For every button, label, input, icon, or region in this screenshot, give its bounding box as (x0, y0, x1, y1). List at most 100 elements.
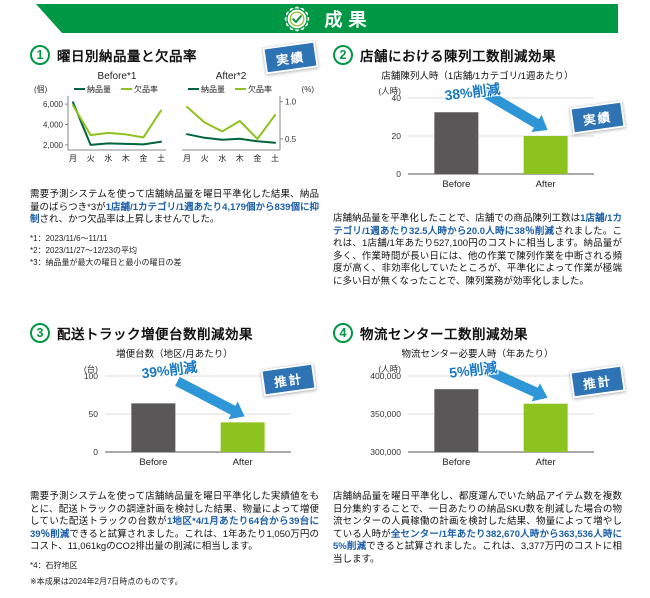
plain-text: できると試算されました。これは、1年あたり1,050万円のコスト、11,061k… (30, 528, 319, 553)
series-line-欠品率 (186, 105, 276, 140)
x-tick-label: 火 (201, 154, 209, 163)
logistics-hours-chart: 物流センター必要人時（年あたり） (人時) 300,000 350,000 400,00… (333, 346, 622, 483)
section-title: 物流センター工数削減効果 (360, 327, 528, 342)
x-tick-label: 木 (122, 153, 130, 163)
reduction-arrow (174, 376, 245, 420)
y-tick-label: 40 (391, 93, 401, 103)
bar-after (220, 422, 265, 452)
series-line-納品量 (186, 133, 276, 144)
section-title: 曜日別納品量と欠品率 (57, 49, 197, 64)
chart-after_line: After*2 (%) 納品量 欠品率 0.5 1.0 月 火水木金土 (182, 71, 315, 163)
legend-label: 納品量 (87, 84, 111, 94)
section-title: 配送トラック増便台数削減効果 (57, 327, 253, 342)
category-label: After (535, 179, 555, 190)
plain-text: 店舗納品量を平準化したことで、店舗での商品陳列工数は (333, 213, 581, 224)
x-tick-label: 月 (183, 154, 191, 163)
section-body: 店舗納品量を曜日平準化し、都度運んでいた納品アイテム数を複数日分集約することで、… (333, 491, 622, 566)
footnote: *3：納品量が最大の曜日と最小の曜日の差 (30, 257, 182, 267)
y-tick-label: 2,000 (43, 141, 64, 150)
x-tick-label: 月 (69, 154, 77, 163)
y-tick-label: 400,000 (370, 371, 401, 381)
y-tick-label: 300,000 (370, 447, 401, 457)
page-footnote: ※本成果は2024年2月7日時点のものです。 (30, 577, 183, 586)
x-tick-label: 土 (271, 153, 279, 163)
bar-after (523, 136, 568, 174)
section-body: 需要予測システムを使って店舗納品量を曜日平準化した結果、納品量のばらつき*3が1… (30, 189, 319, 227)
section-header: 2 店舗における陳列工数削減効果 (333, 44, 622, 66)
reduction-arrow (477, 362, 548, 402)
truck-count-chart: 増便台数（地区/月あたり） (台) 0 50 100 Before After 39%削減 (30, 346, 319, 483)
series-line-欠品率 (72, 104, 162, 139)
chart-text: (個) (34, 84, 48, 94)
category-label: After (535, 457, 555, 468)
section-number-badge: 4 (333, 323, 353, 343)
axis-unit-label: (人時) (378, 364, 401, 374)
highlighted-text: 1店舗/1カテゴリ/1週あたり32.5人時から20.0人時に38％削減 (333, 213, 622, 237)
x-tick-label: 金 (139, 153, 147, 163)
plain-text: 需要予測システムを使って店舗納品量を曜日平準化した結果、納品量のばらつき*3が (30, 189, 319, 213)
section-number-badge: 3 (30, 323, 50, 343)
section-footnotes: *4：石狩地区 (30, 560, 319, 572)
section-number-badge: 1 (30, 45, 50, 65)
legend-label: 納品量 (201, 84, 225, 94)
bar-chart-title: 物流センター必要人時（年あたり） (401, 349, 554, 360)
category-label: Before (442, 457, 470, 468)
chart-center_bar: (人時) 300,000 350,000 400,000 Before After (370, 362, 594, 468)
plain-text: できると試算されました。これは、3,377万円のコストに相当します。 (333, 541, 622, 565)
y-tick-label: 4,000 (43, 121, 64, 130)
series-line-納品量 (72, 101, 162, 146)
section-header: 4 物流センター工数削減効果 (333, 322, 622, 344)
section-header: 1 曜日別納品量と欠品率 (30, 44, 319, 66)
bar-before (433, 389, 478, 452)
category-label: Before (442, 179, 470, 190)
section-footnotes: *1：2023/11/6〜11/11 *2：2023/11/27〜12/23の平… (30, 233, 319, 269)
footnote: *2：2023/11/27〜12/23の平均 (30, 245, 138, 255)
section-truck-reduction: 3 配送トラック増便台数削減効果 推計 増便台数（地区/月あたり） (台) 0 50 1… (30, 322, 319, 572)
y-tick-label: 6,000 (43, 100, 64, 109)
bar-chart-canvas: (人時) 0 20 40 Before After 38%削減 (346, 81, 610, 205)
section-title: 店舗における陳列工数削減効果 (360, 49, 556, 64)
highlighted-text: 全センター/1年あたり382,670人時から363,536人時に5%削減 (333, 528, 622, 553)
chart-truck_bar: (台) 0 50 100 Before After (83, 364, 291, 468)
axis-unit-label: (台) (83, 364, 97, 374)
plain-text: されました。これは、1店舗/1年あたり527,100円のコストに相当します。納品… (333, 225, 622, 287)
category-label: After (232, 457, 252, 468)
bar-after (523, 403, 568, 452)
medal-icon (283, 5, 310, 32)
chart-text: Before*1 (98, 71, 137, 82)
highlighted-text: 1地区*4/1月あたり64台から39台に39％削減 (30, 516, 320, 540)
before-line-chart: Before*1 (個) 納品量 欠品率 2,000 4,000 6,000 月 火水木金土 (32, 68, 174, 179)
section-shelf-labor: 2 店舗における陳列工数削減効果 実績 店舗陳列人時（1店舗/1カテゴリ/1週あ… (333, 44, 626, 322)
line-charts-row: Before*1 (個) 納品量 欠品率 2,000 4,000 6,000 月火水木金土 A… (32, 68, 319, 179)
page-title: 成果 (324, 9, 373, 30)
section-week-leveling: 1 曜日別納品量と欠品率 実績 Before*1 (個) 納品量 欠品率 2,000 4,… (30, 40, 319, 322)
footnote: *1：2023/11/6〜11/11 (30, 233, 108, 243)
chart-text: After*2 (216, 71, 247, 82)
section-header: 3 配送トラック増便台数削減効果 (30, 322, 319, 344)
x-tick-label: 水 (104, 153, 112, 163)
section-logistics-center: 4 物流センター工数削減効果 推計 物流センター必要人時（年あたり） (人時) 30… (333, 322, 626, 572)
chart-before_line: Before*1 (個) 納品量 欠品率 2,000 4,000 6,000 月 火水木金土 (34, 71, 166, 163)
bar-chart-canvas: (人時) 300,000 350,000 400,000 Before After 5%削減 (346, 359, 610, 483)
x-tick-label: 火 (87, 154, 95, 163)
section-number-badge: 2 (333, 45, 353, 65)
y-tick-label: 1.0 (285, 98, 297, 107)
plain-text: され、かつ欠品率は上昇しませんでした。 (39, 214, 220, 226)
y-tick-label: 20 (391, 131, 401, 141)
y-tick-label: 100 (83, 371, 97, 381)
bar-before (130, 403, 175, 452)
axis-unit-label: (人時) (378, 86, 401, 96)
after-line-chart: After*2 (%) 納品量 欠品率 0.5 1.0 月 火水木金土 (174, 68, 316, 179)
plain-text: 需要予測システムを使って店舗納品量を曜日平準化した実績値をもとに、配送トラックの… (30, 491, 319, 528)
chart-text: (%) (302, 85, 315, 94)
section-body: 需要予測システムを使って店舗納品量を曜日平準化した実績値をもとに、配送トラックの… (30, 491, 319, 554)
shelf-labor-chart: 店舗陳列人時（1店舗/1カテゴリ/1週あたり） (人時) 0 20 40 Before Af… (333, 68, 622, 205)
footnote: *4：石狩地区 (30, 560, 78, 570)
legend-label: 欠品率 (134, 84, 158, 94)
x-tick-label: 木 (236, 153, 244, 163)
y-tick-label: 350,000 (370, 409, 401, 419)
section-body: 店舗納品量を平準化したことで、店舗での商品陳列工数は1店舗/1カテゴリ/1週あた… (333, 213, 622, 288)
bar-chart-title: 店舗陳列人時（1店舗/1カテゴリ/1週あたり） (381, 71, 574, 82)
category-label: Before (139, 457, 167, 468)
